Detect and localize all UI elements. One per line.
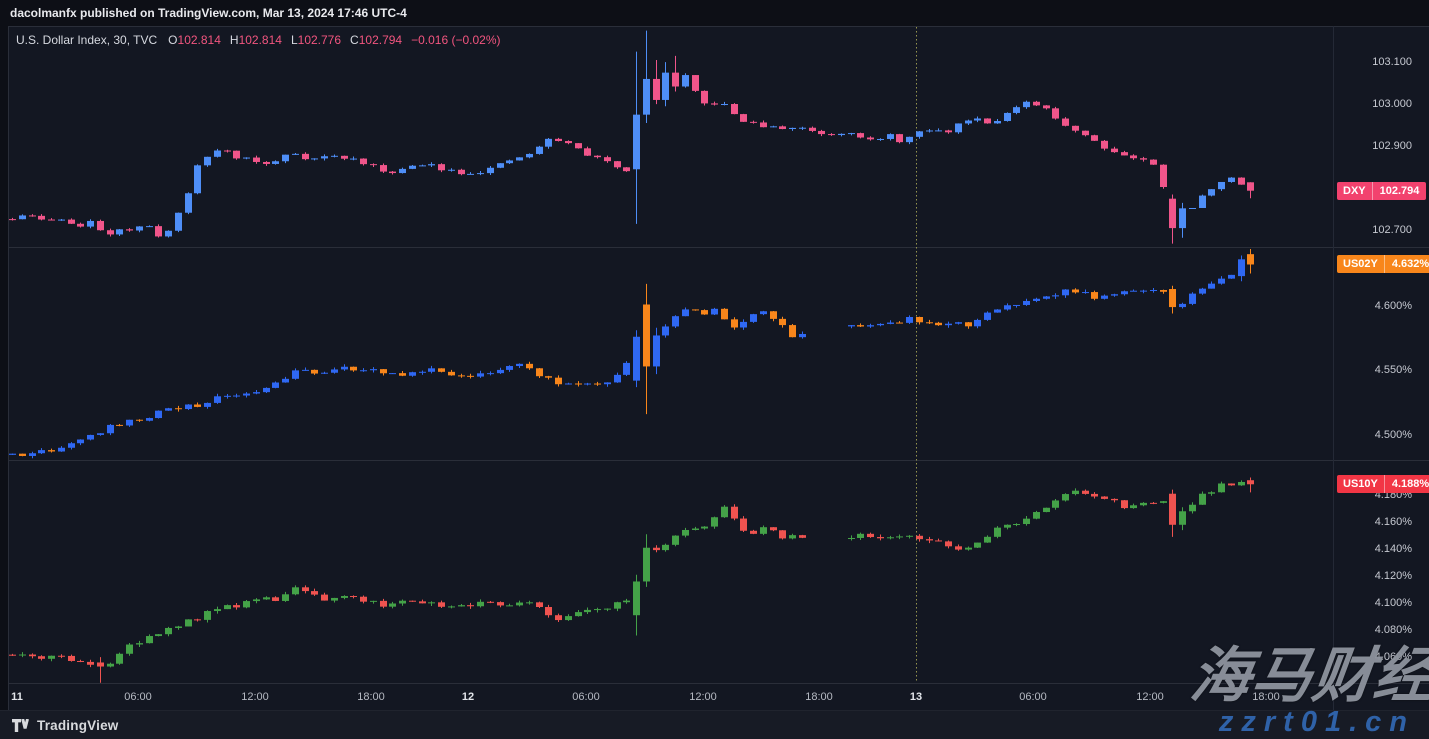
legend-ohlc-values: O102.814 H102.814 L102.776 C102.794 [168,33,402,47]
y-axis-label-dxy: 103.100 [1372,56,1412,69]
pane-us10y[interactable] [8,463,1333,683]
price-badge-dxy: DXY 102.794 [1337,181,1427,200]
price-axis[interactable]: 103.100 103.000 102.900 102.700 DXY 102.794 4.… [1333,26,1429,710]
publish-header-text: dacolmanfx published on TradingView.com,… [10,6,407,20]
badge-symbol: DXY [1337,181,1373,200]
legend-change: −0.016 (−0.02%) [411,33,501,47]
tradingview-brand[interactable]: TradingView [37,717,119,733]
price-badge-us10y: US10Y 4.188% [1337,475,1429,494]
y-axis-label-us10y: 4.160% [1374,516,1412,529]
price-badge-us02y: US02Y 4.632% [1337,255,1429,274]
pane-dxy[interactable] [8,27,1333,247]
chart-background [8,26,1429,710]
y-axis-label-us10y: 4.100% [1374,597,1412,610]
legend-l: L102.776 [290,33,342,47]
y-axis-label-dxy: 102.900 [1372,140,1412,153]
y-axis-label-dxy: 102.700 [1372,224,1412,237]
time-axis-label: 13 [909,691,923,703]
legend-h: H102.814 [229,33,282,47]
time-axis-label: 12:00 [241,691,269,703]
time-axis-label: 11 [11,691,23,703]
time-axis-label: 12:00 [1136,691,1164,703]
y-axis-label-us10y: 4.120% [1374,570,1412,583]
time-axis-label: 06:00 [572,691,600,703]
time-axis-label: 18:00 [805,691,833,703]
badge-value: 4.632% [1391,258,1429,271]
tradingview-logo-icon[interactable] [12,718,29,732]
y-axis-label-us02y: 4.550% [1374,364,1412,377]
time-axis-label: 12 [461,691,475,703]
time-axis-label: 06:00 [124,691,152,703]
time-axis-label: 06:00 [1019,691,1047,703]
time-axis[interactable]: 11 06:00 12:00 18:00 12 06:00 12:00 18:00 13 06:0… [8,683,1429,710]
badge-symbol: US02Y [1337,255,1385,274]
time-axis-label: 18:00 [357,691,385,703]
y-axis-label-us02y: 4.500% [1374,428,1412,441]
watermark-chinese: 海马财经 [1186,642,1429,709]
time-axis-label: 12:00 [689,691,717,703]
y-axis-label-us10y: 4.060% [1374,651,1412,664]
y-axis-label-us10y: 4.140% [1374,543,1412,556]
badge-symbol: US10Y [1337,475,1385,494]
badge-value: 102.794 [1379,184,1420,197]
time-axis-label: 18:00 [1252,691,1280,703]
legend-o: O102.814 [168,33,221,47]
legend-title[interactable]: U.S. Dollar Index, 30, TVC [16,33,158,47]
y-axis-label-us10y: 4.080% [1374,624,1412,637]
y-axis-label-us02y: 4.600% [1374,299,1412,312]
y-axis-label-dxy: 103.000 [1372,98,1412,111]
legend-c: C102.794 [350,33,403,47]
publish-header: dacolmanfx published on TradingView.com,… [0,0,1429,26]
badge-value: 4.188% [1391,478,1429,491]
pane-us02y[interactable] [8,250,1333,460]
watermark-url: zzrt01.cn [1218,706,1415,738]
symbol-legend: U.S. Dollar Index, 30, TVC O102.814 H102.… [16,33,501,47]
footer: TradingView [0,710,1429,739]
